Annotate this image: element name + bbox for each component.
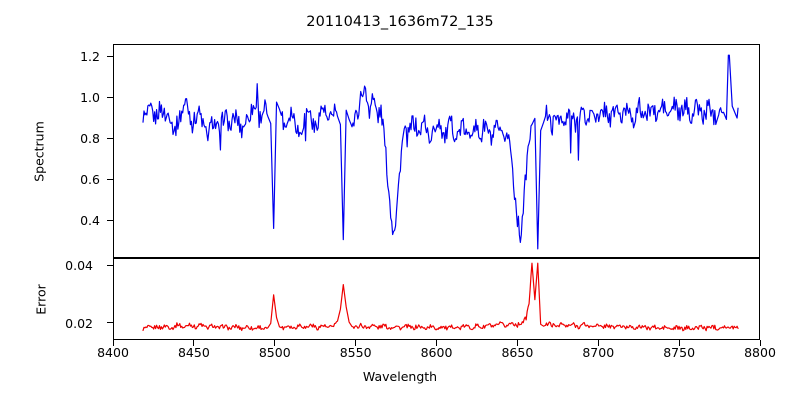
error-line [142,262,739,332]
x-tick-8700: 8700 [568,345,628,361]
spectrum-axis-label: Spectrum [31,121,47,182]
x-tick-mark [355,340,357,346]
spectrum-ytick-label: 0.6 [80,172,100,187]
spectrum-svg [142,54,739,250]
x-tick-mark [678,340,680,346]
x-tick-label: 8650 [501,345,534,360]
x-tick-8800: 8800 [730,345,790,361]
x-tick-label: 8500 [258,345,291,360]
spectrum-ytick-0.6: 0.6 [55,172,100,187]
error-ytick-label: 0.02 [65,316,93,331]
x-tick-mark [193,340,195,346]
spectrum-ytick-1.0: 1.0 [55,90,100,105]
x-tick-8550: 8550 [326,345,386,361]
spectrum-tick-mark [107,96,113,98]
x-tick-label: 8550 [339,345,372,360]
spectrum-line [142,54,739,250]
x-tick-label: 8600 [420,345,453,360]
error-ytick-0.04: 0.04 [48,258,93,273]
figure-title: 20110413_1636m72_135 [306,14,494,30]
error-tick-mark [107,322,113,324]
error-plot-area [113,258,760,340]
x-tick-8450: 8450 [164,345,224,361]
spectrum-ytick-label: 0.8 [80,131,100,146]
x-tick-8400: 8400 [83,345,143,361]
x-tick-mark [274,340,276,346]
spectrum-ytick-0.8: 0.8 [55,131,100,146]
error-ytick-label: 0.04 [65,258,93,273]
x-tick-mark [516,340,518,346]
error-ytick-0.02: 0.02 [48,316,93,331]
spectrum-tick-mark [107,137,113,139]
x-tick-label: 8700 [582,345,615,360]
x-tick-label: 8400 [97,345,129,360]
error-axis-label: Error [33,284,49,315]
spectrum-tick-mark [107,55,113,57]
spectrum-ytick-label: 1.0 [80,90,100,105]
x-tick-8600: 8600 [407,345,467,361]
x-tick-8650: 8650 [487,345,547,361]
spectrum-tick-mark [107,179,113,181]
x-tick-mark [597,340,599,346]
error-tick-mark [107,264,113,266]
x-tick-8750: 8750 [649,345,709,361]
spectrum-ytick-1.2: 1.2 [55,49,100,64]
x-tick-mark [112,340,114,346]
error-svg [142,262,739,332]
spectrum-ytick-label: 1.2 [80,49,100,64]
x-tick-mark [759,340,761,346]
spectrum-ytick-0.4: 0.4 [55,213,100,228]
x-tick-label: 8450 [177,345,210,360]
spectrum-plot-area [113,44,760,258]
x-axis-label: Wavelength [362,369,438,384]
x-tick-mark [436,340,438,346]
spectrum-tick-mark [107,220,113,222]
spectrum-ytick-label: 0.4 [80,213,100,228]
x-tick-label: 8750 [663,345,696,360]
x-tick-label: 8800 [744,345,776,360]
x-tick-8500: 8500 [245,345,305,361]
